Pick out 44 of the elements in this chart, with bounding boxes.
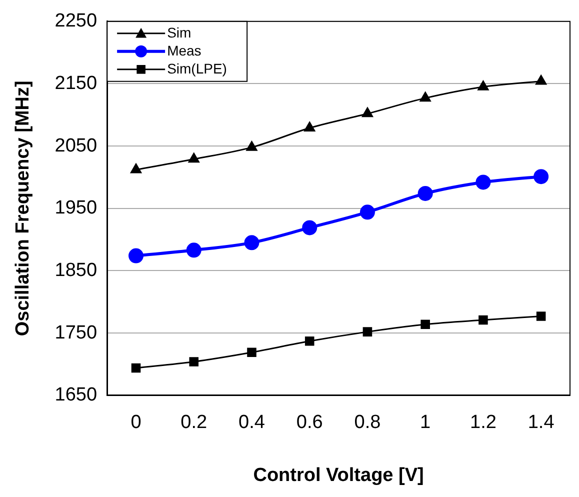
point	[188, 152, 200, 163]
y-tick-label: 1650	[54, 384, 98, 406]
point	[478, 80, 489, 90]
point	[534, 169, 549, 184]
y-axis-title: Oscillation Frequency [MHz]	[12, 80, 34, 336]
point	[304, 336, 314, 346]
point	[420, 92, 431, 102]
y-tick-label: 1750	[54, 322, 98, 344]
point	[536, 74, 547, 85]
x-tick-label: 1.2	[470, 412, 496, 434]
point	[478, 315, 488, 325]
x-tick-label: 0.2	[180, 412, 208, 434]
x-tick-label: 0.8	[354, 412, 381, 434]
x-tick-label: 0	[130, 412, 142, 434]
x-tick-label: 1	[420, 412, 431, 434]
legend-label: Meas	[167, 42, 202, 58]
point	[186, 242, 202, 258]
legend-label: Sim(LPE)	[167, 60, 227, 76]
y-tick-label: 2050	[54, 135, 98, 156]
point	[131, 363, 141, 373]
point	[362, 327, 372, 336]
x-axis-title: Control Voltage [V]	[253, 464, 424, 486]
point	[418, 186, 433, 201]
point	[246, 141, 258, 151]
point	[536, 312, 546, 321]
point	[362, 107, 373, 118]
point	[247, 348, 256, 358]
point	[360, 204, 375, 220]
point	[130, 164, 142, 174]
y-tick-label: 1950	[54, 198, 98, 219]
point	[476, 174, 491, 190]
x-tick-label: 0.6	[296, 412, 323, 434]
point	[244, 235, 260, 250]
y-tick-label: 2150	[54, 72, 98, 94]
point	[420, 320, 430, 329]
x-tick-label: 0.4	[238, 412, 266, 434]
point	[128, 248, 144, 264]
point	[304, 122, 316, 132]
legend-label: Sim	[167, 24, 192, 40]
y-tick-label: 2250	[54, 10, 98, 32]
x-tick-label: 1.4	[528, 412, 555, 434]
y-tick-label: 1850	[54, 260, 98, 281]
point	[189, 357, 199, 366]
point	[302, 220, 318, 236]
